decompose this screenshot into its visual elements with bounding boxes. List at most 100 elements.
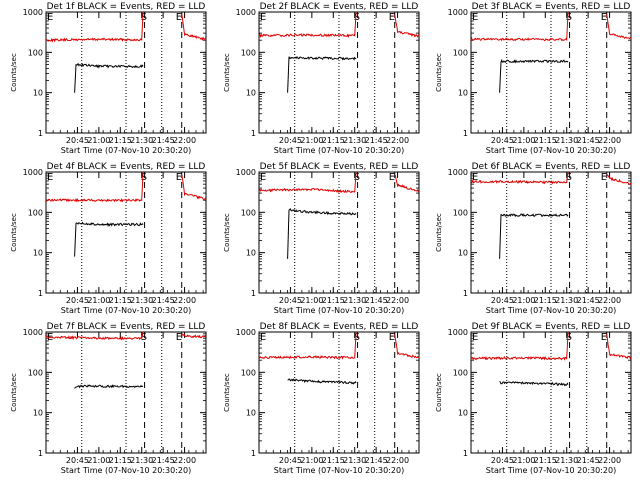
y-tick-label: 1000 [23, 8, 43, 17]
x-tick-label: 21:15 [534, 136, 557, 145]
x-tick-label: 21:15 [109, 296, 132, 305]
panel-1: Det 1f BLACK = Events, RED = LLD 1 10 100 10… [10, 2, 207, 155]
x-tick-label: 21:45 [152, 456, 175, 465]
events-series-line-seg-1 [287, 208, 357, 259]
x-tick-label: 21:30 [555, 296, 578, 305]
y-tick-label: 1 [463, 289, 468, 298]
marker-letter: E [176, 12, 182, 23]
lld-series-line-seg-2 [181, 13, 207, 41]
marker-letter: S [354, 172, 360, 183]
marker-letter: S [566, 332, 572, 343]
y-tick-label: 100 [28, 208, 43, 217]
y-tick-label: 10 [33, 249, 43, 258]
y-tick-label: 1000 [448, 8, 468, 17]
y-tick-label: 1 [38, 289, 43, 298]
events-series-line-seg-1 [499, 380, 569, 387]
y-tick-label: 100 [453, 48, 468, 57]
x-tick-label: 21:00 [300, 456, 323, 465]
y-axis-label: Counts/sec [435, 213, 443, 252]
marker-letter: S [141, 332, 147, 343]
y-tick-label: 100 [241, 208, 256, 217]
events-series-line-seg-1 [287, 378, 357, 385]
panel-6: Det 6f BLACK = Events, RED = LLD 1 10 100 10… [435, 162, 632, 315]
panel-4: Det 4f BLACK = Events, RED = LLD 1 10 100 10… [10, 162, 207, 315]
y-axis-label: Counts/sec [435, 373, 443, 412]
marker-letter: E [176, 332, 182, 343]
marker-letter: E [389, 332, 395, 343]
y-tick-label: 10 [458, 89, 468, 98]
y-tick-label: 10 [246, 409, 256, 418]
panel-title: Det 5f BLACK = Events, RED = LLD [260, 162, 419, 172]
x-axis-label: Start Time (07-Nov-10 20:30:20) [274, 466, 404, 475]
events-series-line-seg-1 [74, 221, 144, 257]
panel-8: Det 8f BLACK = Events, RED = LLD 1 10 100 10… [223, 322, 420, 475]
marker-letter: S [354, 332, 360, 343]
x-tick-label: 21:45 [365, 136, 388, 145]
lld-series-line-seg-1 [470, 331, 569, 361]
x-tick-label: 21:30 [343, 136, 366, 145]
y-tick-label: 1000 [23, 168, 43, 177]
x-tick-label: 20:45 [66, 456, 89, 465]
marker-letter: S [566, 172, 572, 183]
lld-series-line-seg-2 [606, 14, 632, 40]
x-tick-label: 21:00 [87, 136, 110, 145]
lld-series-line-seg-2 [394, 174, 420, 193]
x-tick-label: 21:30 [555, 456, 578, 465]
y-tick-label: 100 [28, 368, 43, 377]
x-tick-label: 21:15 [322, 136, 345, 145]
x-tick-label: 21:15 [322, 296, 345, 305]
x-axis-label: Start Time (07-Nov-10 20:30:20) [486, 146, 616, 155]
lld-series-line-seg-1 [45, 171, 144, 203]
lld-series-line-seg-1 [470, 11, 569, 42]
y-axis-label: Counts/sec [10, 213, 18, 252]
x-tick-label: 21:00 [512, 456, 535, 465]
x-tick-label: 21:15 [109, 136, 132, 145]
x-tick-label: 21:45 [365, 456, 388, 465]
y-tick-label: 100 [241, 48, 256, 57]
x-tick-label: 21:30 [555, 136, 578, 145]
x-tick-label: 21:15 [109, 456, 132, 465]
y-tick-label: 10 [33, 89, 43, 98]
x-axis-label: Start Time (07-Nov-10 20:30:20) [61, 306, 191, 315]
y-tick-label: 10 [458, 409, 468, 418]
x-axis-label: Start Time (07-Nov-10 20:30:20) [61, 466, 191, 475]
panel-5: Det 5f BLACK = Events, RED = LLD 1 10 100 10… [223, 162, 420, 315]
x-tick-label: 21:30 [343, 296, 366, 305]
marker-letter: E [260, 12, 266, 23]
panel-title: Det 7f BLACK = Events, RED = LLD [47, 322, 206, 332]
x-tick-label: 21:45 [577, 456, 600, 465]
panel-title: Det 2f BLACK = Events, RED = LLD [260, 2, 419, 12]
y-tick-label: 100 [28, 48, 43, 57]
events-series-line-seg-1 [287, 56, 357, 93]
lld-series-line-seg-1 [45, 11, 144, 43]
y-tick-label: 1000 [448, 328, 468, 337]
x-axis-label: Start Time (07-Nov-10 20:30:20) [61, 146, 191, 155]
x-tick-label: 21:30 [130, 136, 153, 145]
y-tick-label: 1 [463, 129, 468, 138]
x-tick-label: 21:45 [152, 136, 175, 145]
y-tick-label: 1000 [448, 168, 468, 177]
panel-2: Det 2f BLACK = Events, RED = LLD 1 10 100 10… [223, 2, 420, 155]
y-tick-label: 1000 [23, 328, 43, 337]
x-tick-label: 21:45 [365, 296, 388, 305]
panel-title: Det 8f BLACK = Events, RED = LLD [260, 322, 419, 332]
panel-3: Det 3f BLACK = Events, RED = LLD 1 10 100 10… [435, 2, 632, 155]
x-tick-label: 21:30 [343, 456, 366, 465]
y-tick-label: 1 [463, 449, 468, 458]
marker-letter: E [260, 332, 266, 343]
x-tick-label: 21:00 [512, 296, 535, 305]
x-tick-label: 20:45 [279, 456, 302, 465]
x-tick-label: 22:00 [598, 456, 621, 465]
marker-letter: E [601, 172, 607, 183]
events-series-line-seg-1 [499, 58, 569, 93]
lld-series-line-seg-1 [258, 171, 357, 194]
marker-letter: S [354, 12, 360, 23]
y-tick-label: 1 [251, 129, 256, 138]
lld-series-line-seg-1 [258, 331, 357, 360]
lld-series-line-seg-2 [394, 334, 420, 359]
lld-series-line-seg-1 [45, 331, 144, 341]
x-tick-label: 20:45 [66, 136, 89, 145]
x-tick-label: 21:30 [130, 296, 153, 305]
